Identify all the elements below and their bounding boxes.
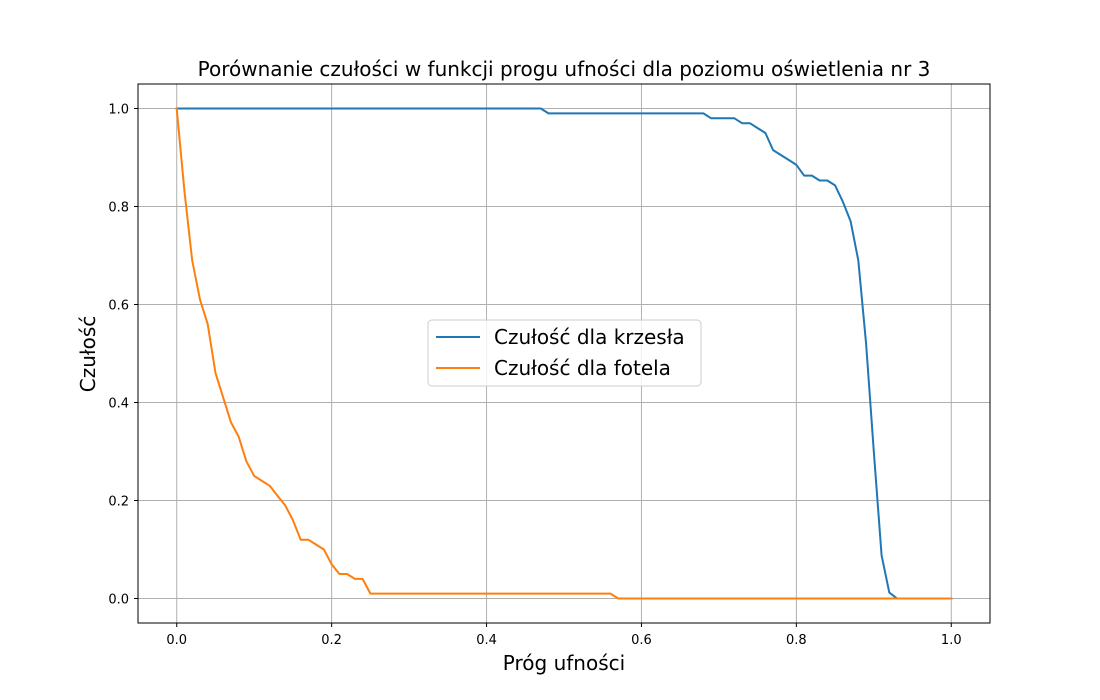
x-tick-label: 0.2 bbox=[321, 633, 342, 648]
y-tick-label: 0.2 bbox=[108, 495, 129, 510]
series-group bbox=[175, 107, 953, 600]
y-tick-label: 0.0 bbox=[108, 593, 129, 608]
chart-title: Porównanie czułości w funkcji progu ufno… bbox=[198, 57, 931, 81]
series-line-krzesla bbox=[175, 107, 953, 600]
x-axis-label: Próg ufności bbox=[503, 651, 625, 675]
x-tick-label: 0.0 bbox=[166, 633, 187, 648]
legend-label-krzesla: Czułość dla krzesła bbox=[494, 325, 685, 349]
series-line-fotela bbox=[175, 107, 953, 600]
x-tick-label: 0.4 bbox=[476, 633, 497, 648]
y-tick-label: 0.8 bbox=[108, 201, 129, 216]
x-tick-label: 1.0 bbox=[941, 633, 962, 648]
legend: Czułość dla krzesła Czułość dla fotela bbox=[427, 319, 702, 387]
x-tick-label: 0.6 bbox=[631, 633, 652, 648]
legend-label-fotela: Czułość dla fotela bbox=[494, 356, 671, 380]
plot-frame bbox=[137, 83, 991, 624]
y-tick-label: 0.6 bbox=[108, 299, 129, 314]
ticks: 0.0 0.2 0.4 0.6 0.8 1.0 0.0 0.2 0.4 0.6 0.8 1.0 bbox=[108, 103, 961, 649]
y-tick-label: 1.0 bbox=[108, 103, 129, 118]
y-axis-label: Czułość bbox=[76, 316, 100, 392]
legend-box bbox=[427, 319, 702, 387]
x-tick-label: 0.8 bbox=[786, 633, 807, 648]
y-tick-label: 0.4 bbox=[108, 397, 129, 412]
